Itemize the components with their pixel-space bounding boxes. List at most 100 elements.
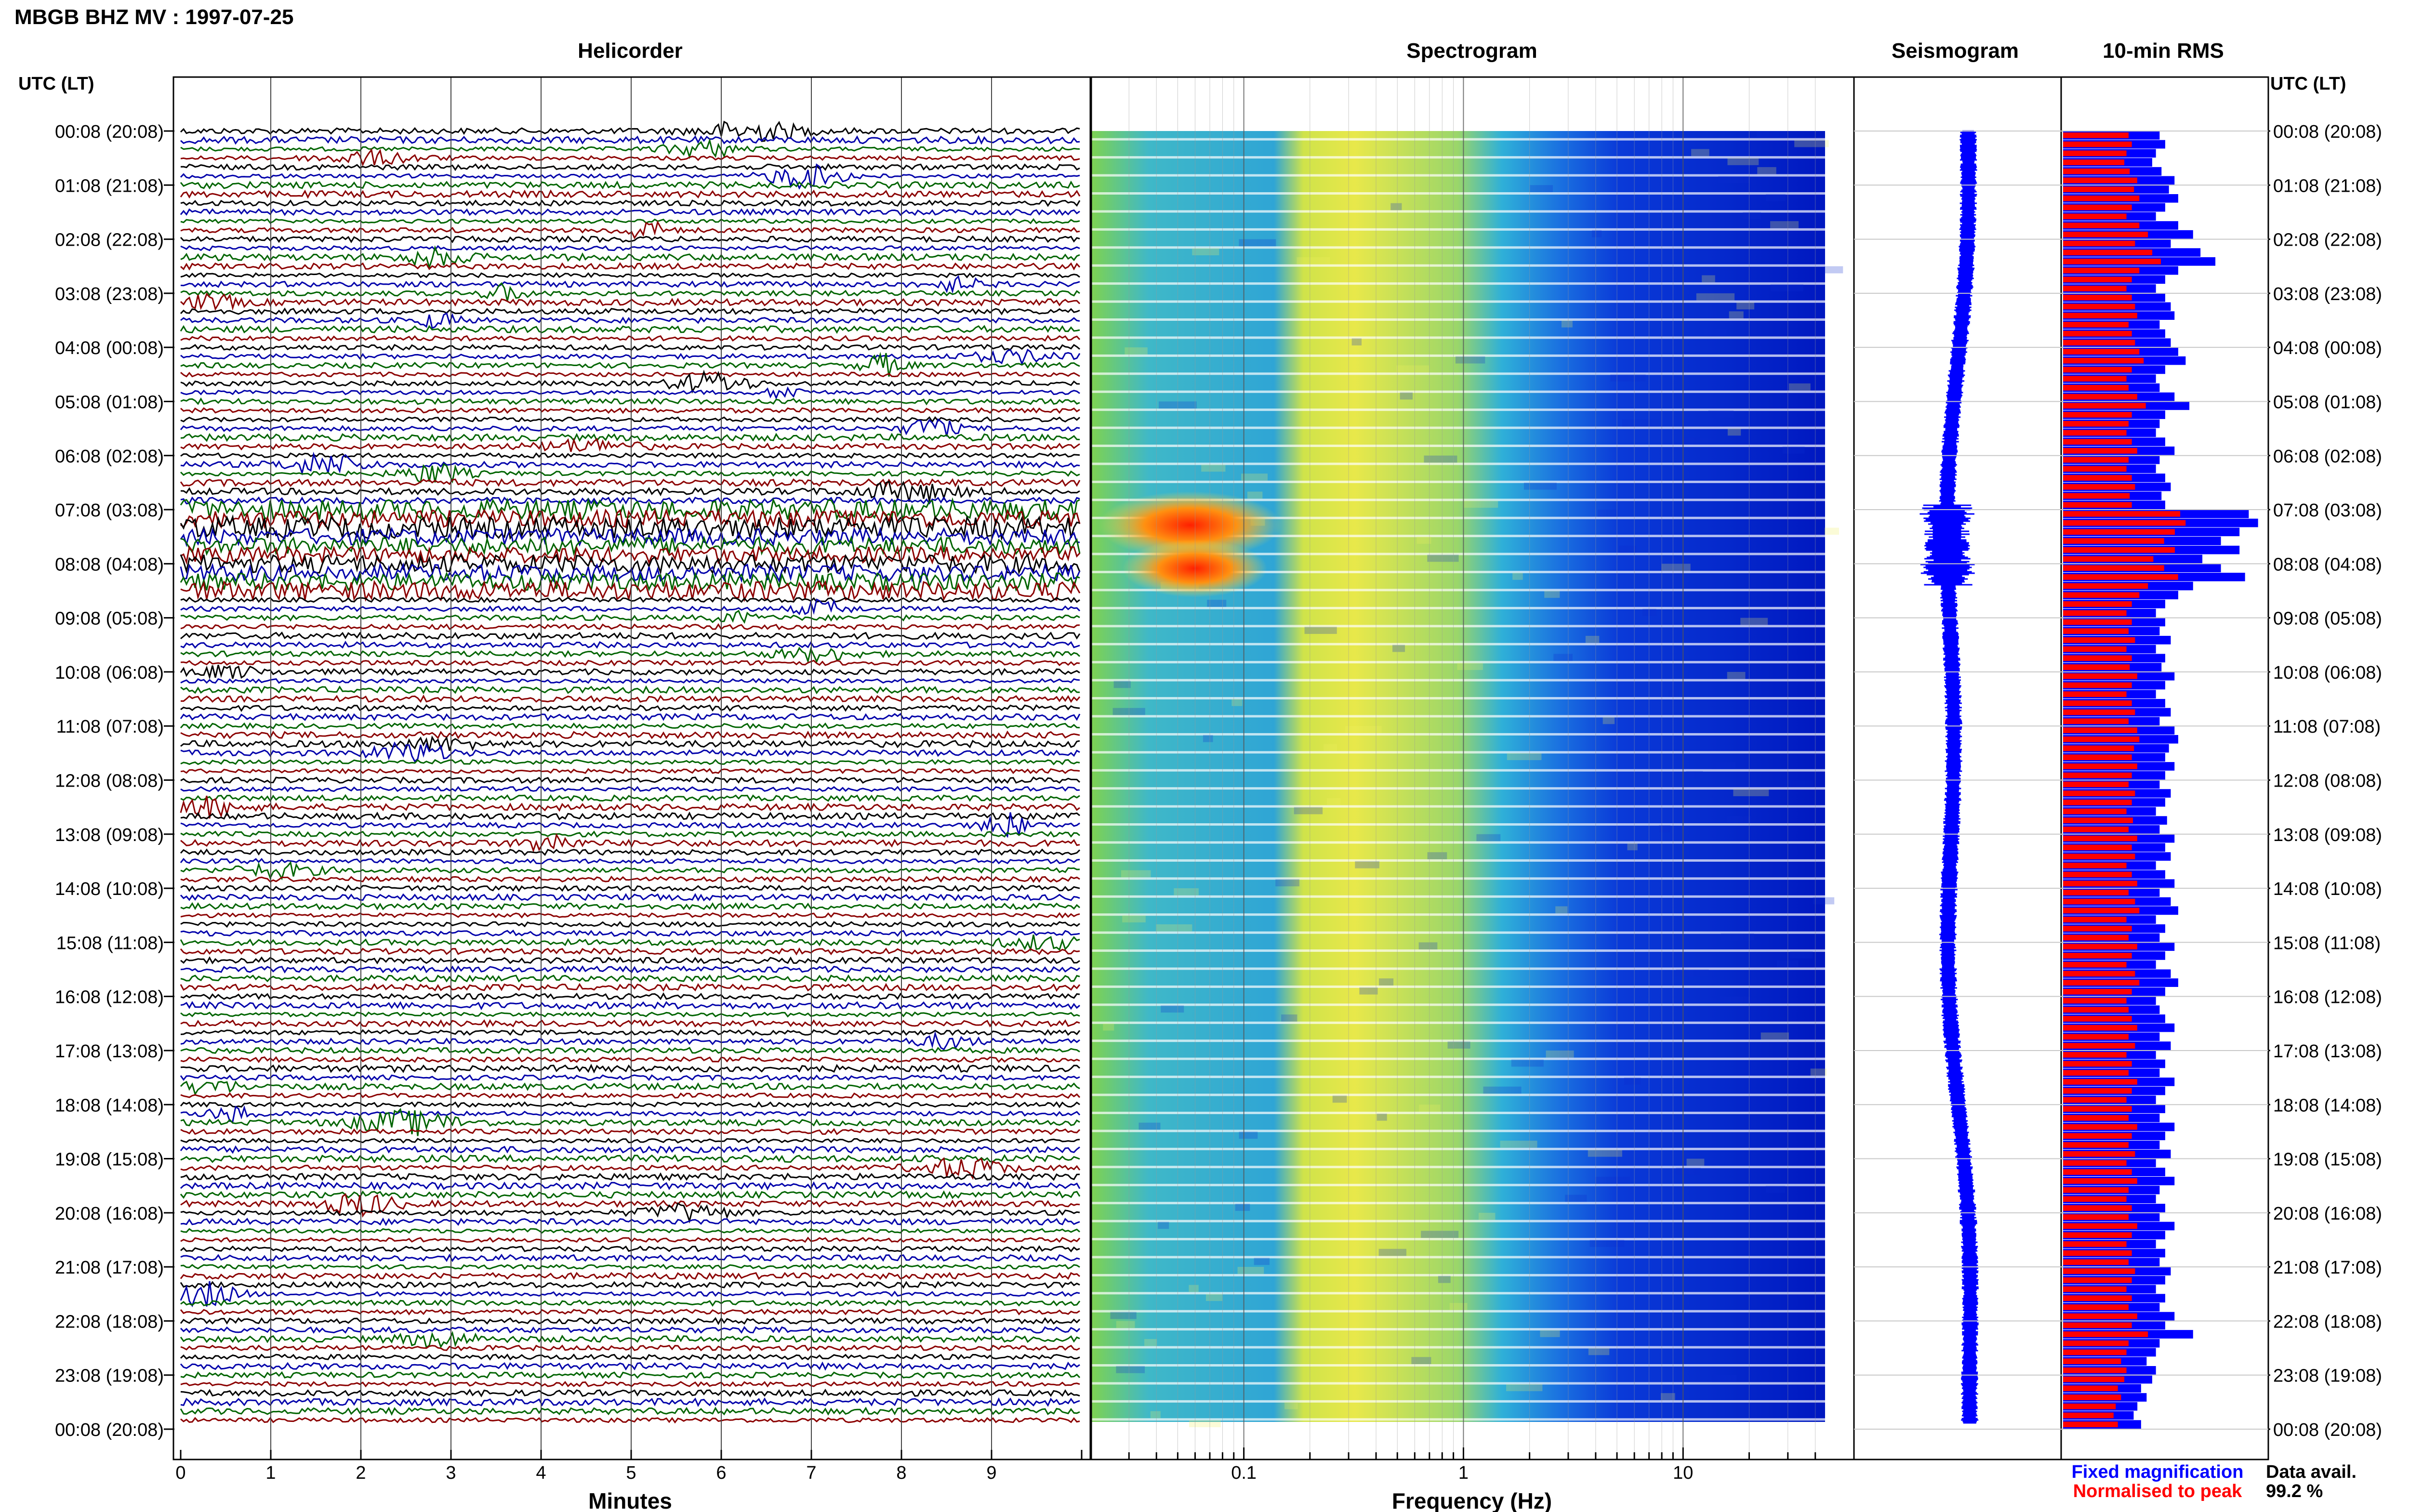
helicorder-trace-row xyxy=(180,199,1081,207)
rms-bar-normalised xyxy=(2063,917,2127,922)
rms-bar-normalised xyxy=(2063,736,2140,742)
rms-bar-normalised xyxy=(2063,457,2129,463)
helicorder-trace-row xyxy=(180,352,1080,377)
helicorder-trace-row xyxy=(180,120,1080,142)
rms-bar-normalised xyxy=(2063,1007,2129,1013)
helicorder-trace-row xyxy=(180,562,1081,584)
helicorder-trace-row xyxy=(180,272,1080,278)
helicorder-trace-row xyxy=(180,812,1080,838)
rms-bar-normalised xyxy=(2063,1178,2137,1184)
rms-bar-normalised xyxy=(2063,1205,2132,1211)
time-tick-left: 18:08 (14:08) xyxy=(55,1095,164,1116)
rms-bar-normalised xyxy=(2063,259,2161,264)
rms-bar-normalised xyxy=(2063,565,2164,571)
helicorder-trace-row xyxy=(180,830,1080,838)
helicorder-trace-row xyxy=(180,598,1081,616)
helicorder-trace-row xyxy=(180,884,1080,893)
helicorder-trace-row xyxy=(180,934,1080,952)
seismogram-title: Seismogram xyxy=(1892,39,2019,63)
helicorder-trace-row xyxy=(180,307,1080,316)
rms-bar-normalised xyxy=(2063,231,2148,237)
rms-bar-normalised xyxy=(2063,330,2132,337)
helicorder-trace-row xyxy=(180,1281,1080,1308)
rms-bar-normalised xyxy=(2063,1052,2127,1058)
helicorder-trace-row xyxy=(180,694,1081,703)
rms-bar-normalised xyxy=(2063,250,2153,255)
helicorder-trace-row xyxy=(180,1308,1080,1315)
helicorder-xlabel: Minutes xyxy=(588,1488,672,1512)
helicorder-trace-row xyxy=(180,163,1080,190)
rms-bar-normalised xyxy=(2063,763,2137,769)
helicorder-trace-row xyxy=(180,1353,1080,1361)
rms-bar-normalised xyxy=(2063,673,2137,679)
rms-bar-normalised xyxy=(2063,1124,2137,1130)
helicorder-trace-row xyxy=(180,685,1080,695)
helicorder-trace-row xyxy=(180,437,1080,452)
helicorder-trace-row xyxy=(180,1281,1080,1289)
time-tick-left: 23:08 (19:08) xyxy=(55,1366,164,1386)
helicorder-trace-row xyxy=(180,480,1080,502)
helicorder-trace-row xyxy=(180,463,1080,484)
helicorder-trace-row xyxy=(180,544,1081,565)
rms-bar-normalised xyxy=(2063,196,2140,201)
rms-bar-normalised xyxy=(2063,430,2127,436)
rms-bar-normalised xyxy=(2063,881,2137,887)
rms-bar-normalised xyxy=(2063,709,2135,715)
minute-tick-label: 2 xyxy=(356,1463,366,1483)
rms-bar-normalised xyxy=(2063,1133,2132,1139)
rms-bar-normalised xyxy=(2063,835,2137,841)
time-tick-right: 05:08 (01:08) xyxy=(2273,392,2382,412)
helicorder-trace-row xyxy=(180,848,1081,856)
time-tick-right: 17:08 (13:08) xyxy=(2273,1041,2382,1062)
helicorder-trace-row xyxy=(180,180,1080,190)
time-tick-right: 02:08 (22:08) xyxy=(2273,230,2382,250)
time-tick-left: 12:08 (08:08) xyxy=(55,771,164,791)
helicorder-trace-row xyxy=(180,794,1080,802)
helicorder-trace-row xyxy=(180,704,1080,712)
rms-bar-normalised xyxy=(2063,1115,2129,1121)
rms-bar-normalised xyxy=(2063,1214,2129,1220)
helicorder-trace-row xyxy=(180,1245,1080,1253)
rms-bar-normalised xyxy=(2063,141,2132,147)
rms-bar-normalised xyxy=(2063,529,2175,535)
rms-bar-normalised xyxy=(2063,1421,2118,1427)
rms-bar-normalised xyxy=(2063,313,2137,319)
rms-bar-normalised xyxy=(2063,1151,2135,1157)
rms-bar-normalised xyxy=(2063,1088,2132,1094)
rms-title: 10-min RMS xyxy=(2103,39,2224,63)
helicorder-trace-row xyxy=(180,795,1080,819)
rms-bar-normalised xyxy=(2063,303,2135,310)
helicorder-trace-row xyxy=(180,1107,1080,1136)
availability-label: Data avail. xyxy=(2266,1462,2356,1482)
rms-bar-normalised xyxy=(2063,1160,2127,1166)
rms-bar-normalised xyxy=(2063,1358,2121,1364)
rms-bar-normalised xyxy=(2063,925,2132,932)
rms-bar-normalised xyxy=(2063,1259,2129,1265)
rms-bar-normalised xyxy=(2063,376,2127,382)
rms-bar-normalised xyxy=(2063,294,2132,301)
time-tick-left: 11:08 (07:08) xyxy=(56,717,164,737)
rms-bar-normalised xyxy=(2063,754,2132,761)
availability-value: 99.2 % xyxy=(2266,1481,2323,1501)
helicorder-trace-row xyxy=(180,325,1080,334)
time-tick-left: 14:08 (10:08) xyxy=(55,879,164,899)
rms-bar-normalised xyxy=(2063,1268,2135,1274)
helicorder-trace-row xyxy=(180,730,1080,739)
helicorder-trace-row xyxy=(180,956,1080,965)
rms-bar-normalised xyxy=(2063,1142,2129,1148)
rms-bar-normalised xyxy=(2063,168,2130,174)
time-tick-right: 14:08 (10:08) xyxy=(2273,879,2382,899)
rms-bar-normalised xyxy=(2063,177,2137,184)
rms-bar-normalised xyxy=(2063,1241,2127,1247)
time-tick-right: 21:08 (17:08) xyxy=(2273,1258,2382,1278)
helicorder-trace-row xyxy=(180,433,1080,442)
time-tick-left: 02:08 (22:08) xyxy=(55,230,164,250)
helicorder-trace-row xyxy=(180,664,1080,680)
helicorder-trace-row xyxy=(180,371,1080,378)
minute-tick-label: 5 xyxy=(626,1463,636,1483)
rms-bar-normalised xyxy=(2063,592,2140,598)
rms-bar-normalised xyxy=(2063,493,2130,499)
rms-bar-normalised xyxy=(2063,953,2132,959)
helicorder-trace-row xyxy=(180,496,1080,505)
minute-tick-label: 0 xyxy=(175,1463,185,1483)
